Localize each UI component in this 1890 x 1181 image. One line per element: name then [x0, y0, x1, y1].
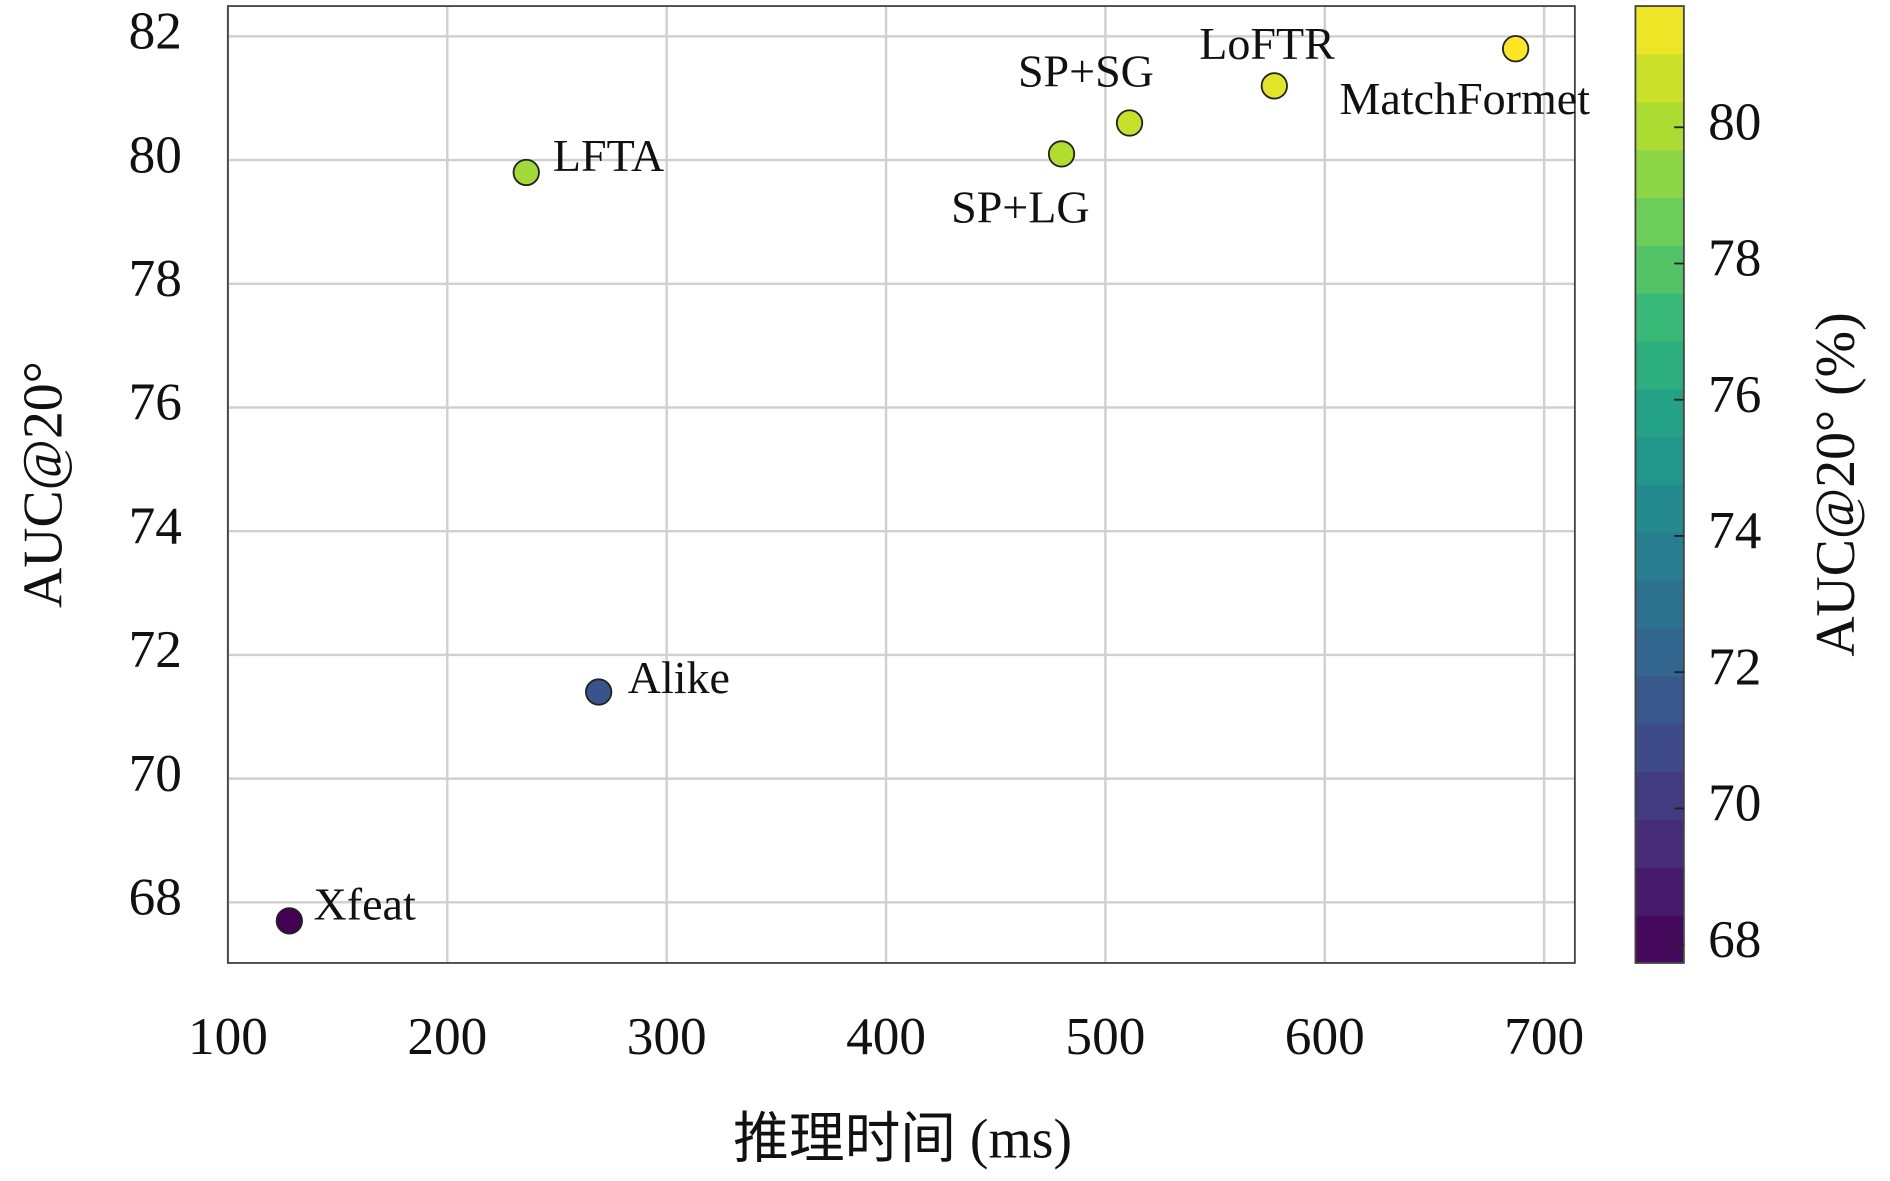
- colorbar-band: [1635, 293, 1684, 342]
- colorbar-band: [1635, 771, 1684, 821]
- colorbar-band: [1635, 915, 1684, 964]
- colorbar-band: [1635, 436, 1684, 486]
- colorbar-tick-label: 76: [1708, 365, 1761, 424]
- colorbar-tick-label: 80: [1708, 93, 1761, 152]
- colorbar-label: AUC@20° (%): [1805, 312, 1867, 656]
- y-axis-label: AUC@20°: [12, 361, 74, 608]
- colorbar-tick-label: 70: [1708, 774, 1761, 833]
- y-tick-label: 82: [129, 2, 182, 61]
- x-tick-label: 500: [1065, 1007, 1145, 1066]
- colorbar-tick-label: 78: [1708, 229, 1761, 288]
- colorbar-band: [1635, 149, 1684, 199]
- point-label: MatchFormet: [1340, 73, 1591, 124]
- x-tick-label: 300: [627, 1007, 707, 1066]
- colorbar-band: [1635, 197, 1684, 246]
- colorbar-band: [1635, 53, 1684, 103]
- colorbar-tick-label: 68: [1708, 910, 1761, 969]
- colorbar-band: [1635, 628, 1684, 677]
- point: [585, 678, 613, 706]
- point: [275, 907, 303, 935]
- colorbar-band: [1635, 675, 1684, 725]
- y-tick-label: 74: [129, 496, 182, 555]
- point-label: SP+SG: [1018, 45, 1154, 96]
- point-label: LoFTR: [1199, 18, 1335, 69]
- colorbar-tick-label: 72: [1708, 637, 1761, 696]
- point-label: Alike: [628, 652, 730, 703]
- colorbar-band: [1635, 484, 1684, 533]
- y-tick-label: 78: [129, 249, 182, 308]
- x-tick-label: 700: [1504, 1007, 1584, 1066]
- colorbar-band: [1635, 867, 1684, 916]
- x-tick-label: 600: [1285, 1007, 1365, 1066]
- x-tick-label: 400: [846, 1007, 926, 1066]
- point: [1502, 35, 1530, 63]
- colorbar-band: [1635, 340, 1684, 390]
- point: [512, 158, 540, 187]
- x-tick-label: 100: [188, 1007, 268, 1066]
- y-tick-label: 68: [129, 868, 182, 927]
- plot-frame: [227, 5, 1576, 964]
- y-tick-label: 80: [129, 125, 182, 184]
- colorbar-band: [1635, 101, 1684, 151]
- colorbar-band: [1635, 580, 1684, 629]
- colorbar-band: [1635, 6, 1684, 55]
- colorbar-band: [1635, 532, 1684, 581]
- colorbar-tick-label: 74: [1708, 501, 1761, 560]
- x-tick-label: 200: [407, 1007, 487, 1066]
- colorbar-band: [1635, 388, 1684, 438]
- colorbar-band: [1635, 819, 1684, 868]
- point-label: SP+LG: [951, 182, 1089, 233]
- point: [1260, 72, 1288, 100]
- y-tick-label: 72: [129, 620, 182, 679]
- y-tick-label: 70: [129, 744, 182, 803]
- y-tick-label: 76: [129, 373, 182, 432]
- colorbar-band: [1635, 723, 1684, 773]
- point-label: LFTA: [553, 130, 664, 181]
- colorbar-band: [1635, 245, 1684, 294]
- x-axis-label: 推理时间 (ms): [733, 1108, 1072, 1170]
- point: [1115, 109, 1144, 137]
- point-label: Xfeat: [314, 878, 416, 929]
- colorbar-frame: [1634, 5, 1685, 964]
- point: [1047, 140, 1076, 168]
